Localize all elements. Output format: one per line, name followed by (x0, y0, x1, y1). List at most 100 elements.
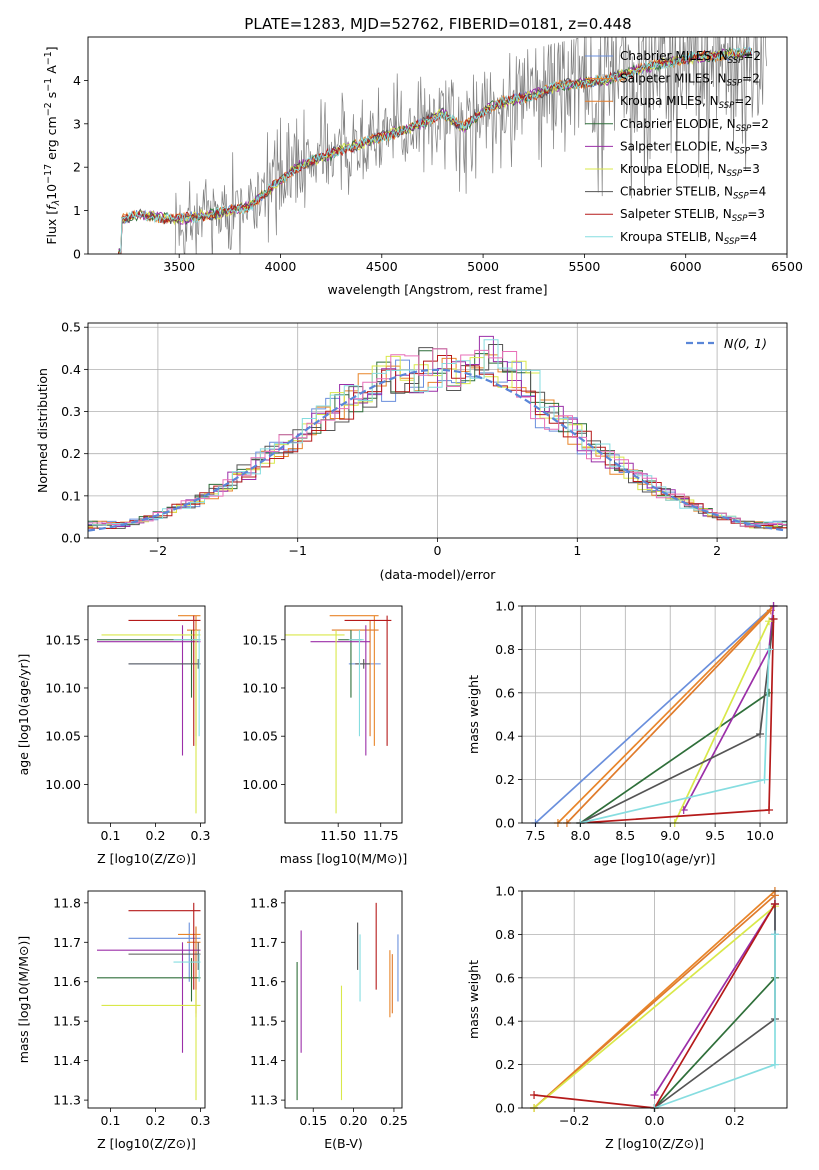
weight-vs-metallicity-panel: −0.2 0.0 0.2 0.0 0.2 0.4 0.6 0.8 1.0 Z [log10(Z/Z… (466, 884, 788, 1151)
legend-entry-value: =3 (742, 162, 760, 176)
y-tick-label: 0.2 (495, 1057, 515, 1072)
y-axis-label: Flux [fλ10−17 erg cm−2 s−1 A−1] (43, 46, 62, 244)
y-axis-label: mass weight (466, 675, 481, 754)
y-tick-label: 0.8 (495, 642, 515, 657)
y-axis-label: mass [log10(M/M⊙)] (16, 936, 31, 1064)
y-tick-label: 11.5 (53, 1014, 81, 1029)
weight-point (756, 730, 765, 739)
x-axis-label: E(B-V) (324, 1136, 363, 1151)
spectrum-plot (117, 37, 768, 254)
axes-frame (284, 890, 403, 1109)
x-tick-label: 8.5 (615, 828, 635, 843)
x-tick-label: 0.1 (101, 828, 121, 843)
weight-point (770, 1060, 779, 1069)
y-tick-label: 10.10 (242, 680, 278, 695)
legend-entry: Salpeter MILES, NSSP=2 (620, 72, 760, 89)
legend-entry: Salpeter ELODIE, NSSP=3 (620, 139, 768, 156)
x-tick-label: 0.20 (340, 1113, 368, 1128)
y-tick-label: 0.1 (61, 488, 81, 503)
y-tick-label: 0.2 (61, 446, 81, 461)
legend-entry-value: =4 (740, 230, 758, 244)
y-tick-label: 0 (73, 247, 81, 262)
legend-entry: Chabrier STELIB, NSSP=4 (620, 185, 766, 202)
mass-vs-metallicity-panel: 0.1 0.2 0.3 11.3 11.4 11.5 11.6 11.7 11.8 Z [log1… (16, 890, 211, 1151)
y-axis-label-part: s (44, 92, 59, 103)
x-tick-label: 0.2 (146, 828, 166, 843)
x-axis-label: mass [log10(M/M⊙)] (280, 851, 408, 866)
y-tick-label: 10.00 (45, 777, 81, 792)
legend-entry: Salpeter STELIB, NSSP=3 (620, 207, 765, 224)
y-tick-label: 10.15 (242, 632, 278, 647)
x-tick-label: 5500 (568, 259, 600, 274)
legend-entry: Kroupa ELODIE, NSSP=3 (620, 162, 760, 179)
x-axis-label: Z [log10(Z/Z⊙)] (605, 1136, 704, 1151)
y-tick-label: 11.3 (250, 1093, 278, 1108)
y-tick-label: 11.8 (250, 895, 278, 910)
weight-point (770, 930, 779, 939)
x-axis-label: (data-model)/error (380, 567, 497, 582)
weight-line (533, 894, 776, 1109)
x-tick-label: 6000 (670, 259, 702, 274)
weight-point (765, 617, 774, 626)
age-vs-metallicity-panel: 0.1 0.2 0.3 10.00 10.05 10.10 10.15 Z [log10(Z/… (16, 605, 210, 866)
legend-entry-name: Salpeter STELIB, N (620, 207, 732, 221)
axes-frame (87, 36, 788, 255)
weight-point (770, 900, 779, 909)
weight-point (769, 615, 778, 624)
y-tick-label: 10.00 (242, 777, 278, 792)
weight-line (673, 620, 770, 824)
age-vs-mass-panel: 11.50 11.75 10.00 10.05 10.10 10.15 mass [log1… (242, 605, 408, 866)
y-tick-label: 10.10 (45, 680, 81, 695)
histogram-step-line (88, 339, 787, 526)
y-tick-label: 11.3 (53, 1093, 81, 1108)
x-tick-label: 8.0 (570, 828, 590, 843)
legend-entry-sub: SSP (732, 214, 748, 224)
y-tick-label: 11.6 (53, 974, 81, 989)
y-tick-label: 11.7 (53, 935, 81, 950)
y-tick-label: 0.2 (495, 772, 515, 787)
x-tick-label: 1 (573, 543, 581, 558)
y-axis-label-part: −1 (43, 78, 54, 92)
x-tick-label: 6500 (771, 259, 803, 274)
y-tick-label: 1.0 (495, 599, 515, 614)
y-tick-label: 10.15 (45, 632, 81, 647)
y-tick-label: 11.4 (53, 1053, 81, 1068)
y-axis-label: age [log10(age/yr)] (16, 654, 31, 776)
legend-entry-name: Kroupa ELODIE, N (620, 162, 727, 176)
legend-entry-name: Kroupa MILES, N (620, 94, 719, 108)
y-tick-label: 10.05 (45, 729, 81, 744)
y-tick-label: 3 (73, 116, 81, 131)
legend-entry: Kroupa STELIB, NSSP=4 (620, 230, 757, 247)
legend-entry-value: =2 (742, 72, 760, 86)
model-spectrum-line (117, 47, 753, 254)
legend-entry-name: Chabrier MILES, N (620, 49, 728, 63)
x-tick-label: 0 (434, 543, 442, 558)
legend-entry-sub: SSP (733, 192, 749, 202)
residual-histogram-panel: −2 −1 0 1 2 0.0 0.1 0.2 0.3 0.4 0.5 (data-model)/er… (35, 320, 788, 582)
weight-point (765, 645, 774, 654)
weight-line (579, 692, 770, 824)
y-axis-label-part: 10 (44, 184, 59, 200)
spectrum-panel: 3500 4000 4500 5000 5500 6000 6500 0 1 2 3 4 wavelen… (43, 36, 803, 297)
legend-entry-sub: SSP (719, 101, 735, 111)
x-tick-label: 0.25 (380, 1113, 408, 1128)
y-axis-label: Normed distribution (35, 368, 50, 493)
x-tick-label: 0.3 (191, 1113, 211, 1128)
observed-spectrum-line (174, 37, 768, 254)
x-axis-label: Z [log10(Z/Z⊙)] (97, 1136, 196, 1151)
legend-entry-sub: SSP (727, 169, 743, 179)
y-axis-label-part: Flux [ (44, 210, 59, 245)
legend-entry-sub: SSP (734, 146, 750, 156)
x-tick-label: 7.5 (526, 828, 546, 843)
legend-entry-name: Kroupa STELIB, N (620, 230, 724, 244)
legend-entry-sub: SSP (724, 237, 740, 247)
legend-entry: Kroupa MILES, NSSP=2 (620, 94, 752, 111)
y-tick-label: 0.5 (61, 320, 81, 335)
y-tick-label: 0.6 (495, 685, 515, 700)
legend-entry: Chabrier ELODIE, NSSP=2 (620, 117, 769, 134)
legend-entry-sub: SSP (736, 124, 752, 134)
weight-line (653, 977, 776, 1109)
legend-entry-sub: SSP (727, 79, 743, 89)
y-axis-label: mass weight (466, 960, 481, 1039)
